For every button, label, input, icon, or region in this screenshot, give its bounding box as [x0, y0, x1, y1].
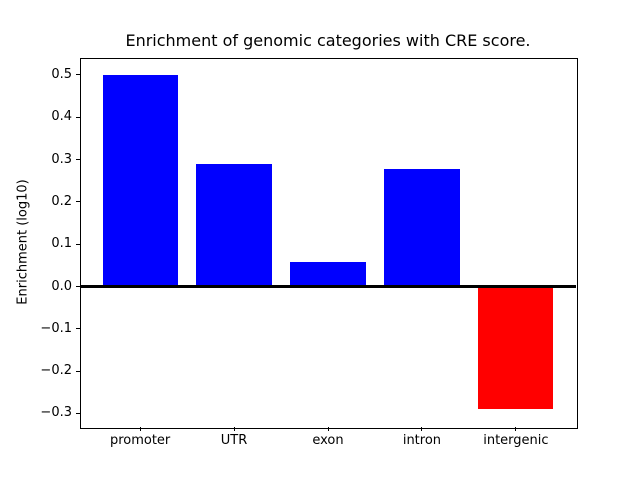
y-tick-mark [76, 159, 80, 161]
y-tick-label: 0.0 [51, 278, 72, 294]
y-tick-label: −0.3 [40, 405, 72, 421]
y-tick-label: 0.1 [51, 236, 72, 252]
y-tick-mark [76, 328, 80, 330]
y-tick-label: 0.3 [51, 151, 72, 167]
zero-line [80, 285, 576, 288]
x-tick-label-UTR: UTR [220, 433, 248, 448]
x-tick-label-exon: exon [312, 433, 344, 448]
y-tick-mark [76, 116, 80, 118]
x-tick-label-intron: intron [402, 433, 442, 448]
y-tick-label: −0.2 [40, 363, 72, 379]
bar-intergenic [478, 286, 554, 410]
bar-promoter [102, 74, 178, 287]
y-tick-label: 0.2 [51, 193, 72, 209]
x-tick-mark [233, 427, 235, 431]
x-tick-mark [515, 427, 517, 431]
x-tick-label-promoter: promoter [109, 433, 171, 448]
x-tick-mark [421, 427, 423, 431]
y-tick-mark [76, 412, 80, 414]
y-tick-mark [76, 286, 80, 287]
y-tick-mark [76, 243, 80, 245]
chart-title: Enrichment of genomic categories with CR… [125, 31, 531, 50]
bar-exon [290, 262, 366, 287]
bar-UTR [196, 163, 272, 287]
y-tick-mark [76, 370, 80, 372]
y-tick-mark [76, 201, 80, 203]
bar-intron [384, 168, 460, 287]
y-tick-mark [76, 74, 80, 76]
x-tick-mark [327, 427, 329, 431]
y-tick-label: −0.1 [40, 320, 72, 336]
y-tick-label: 0.5 [51, 66, 72, 82]
x-tick-mark [139, 427, 141, 431]
x-tick-label-intergenic: intergenic [483, 433, 549, 448]
y-tick-label: 0.4 [51, 109, 72, 125]
